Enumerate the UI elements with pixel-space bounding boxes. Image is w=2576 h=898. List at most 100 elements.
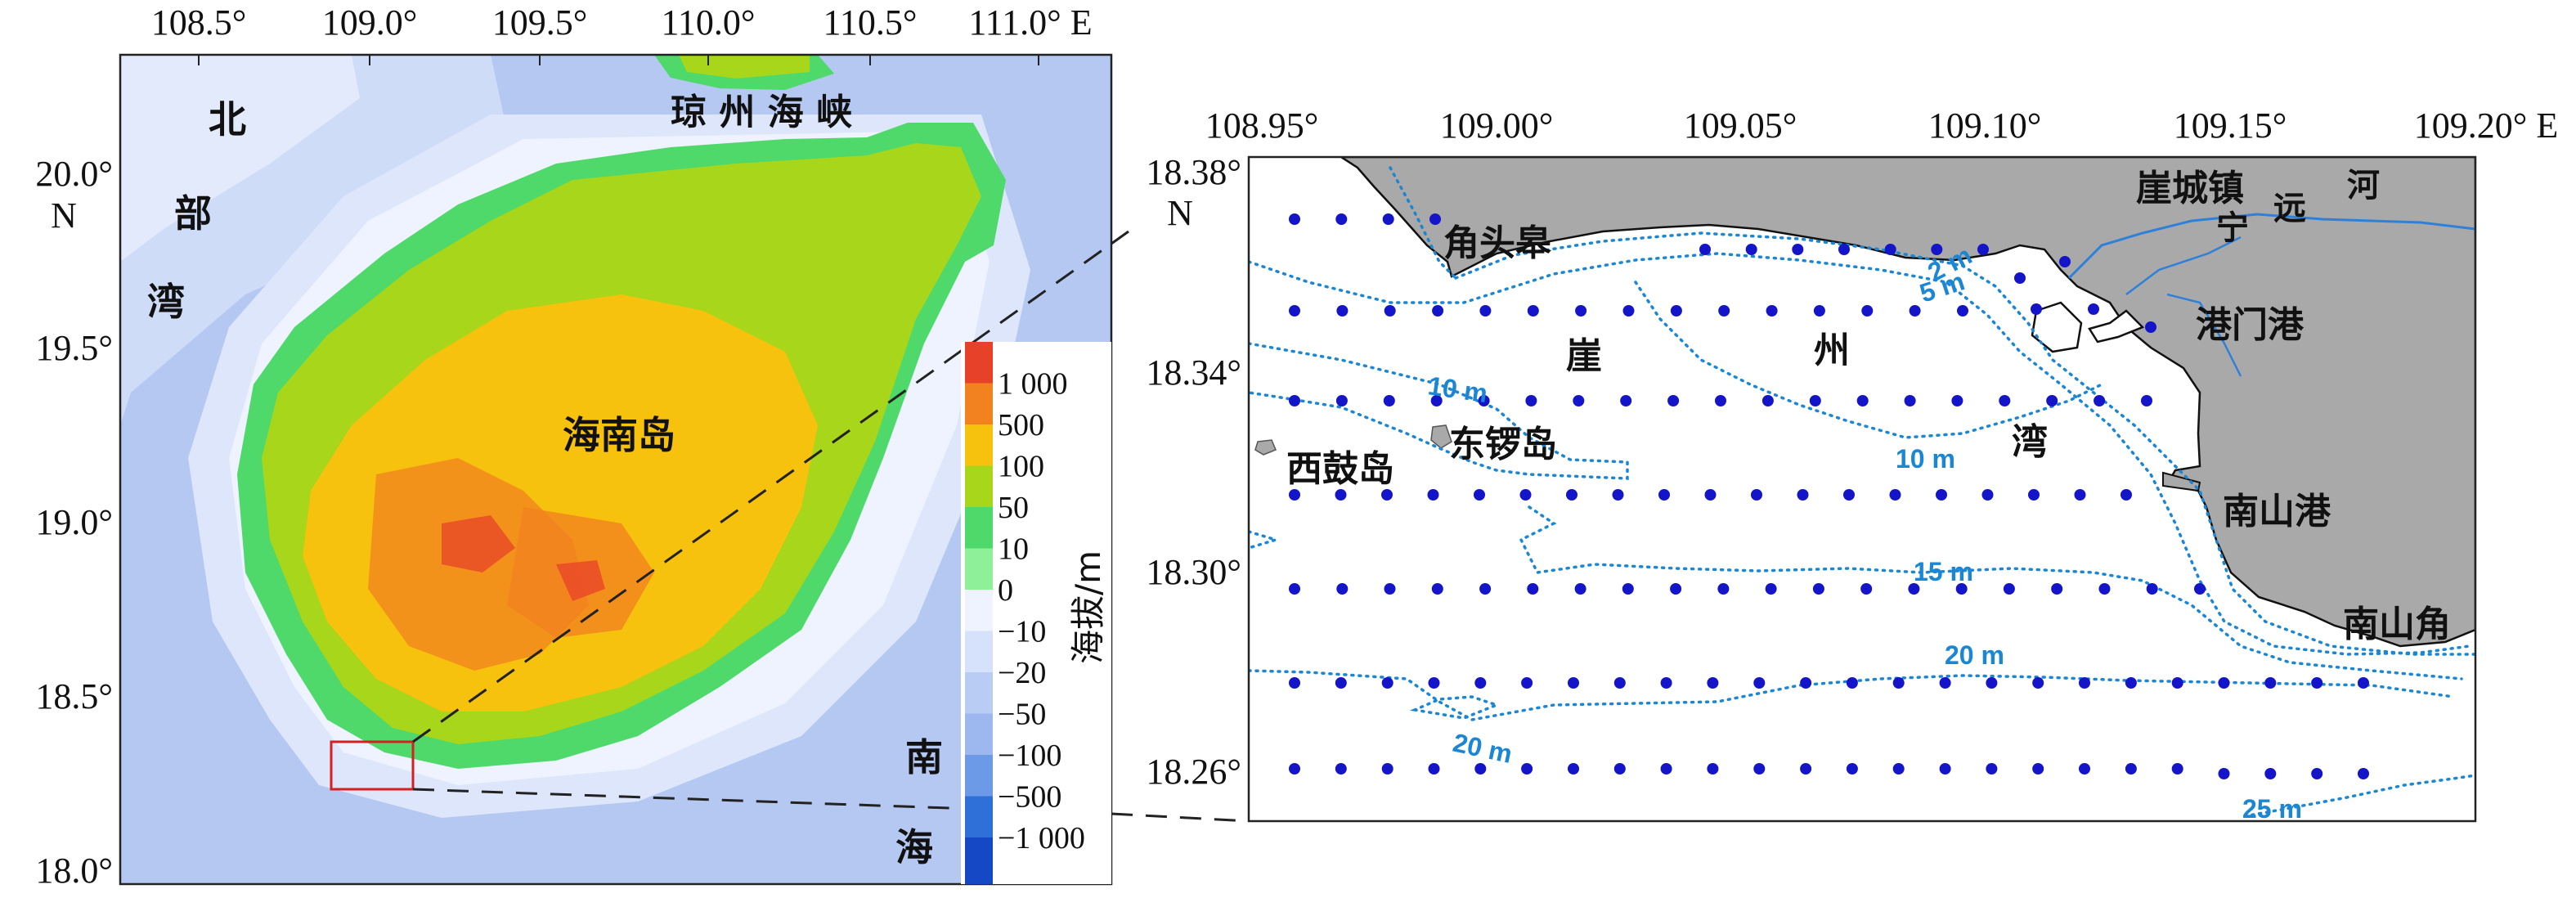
- lat-tick: 18.38°: [1146, 152, 1241, 192]
- label-zhou: 州: [1814, 330, 1850, 371]
- station-point: [2051, 583, 2063, 595]
- station-point: [2194, 583, 2206, 595]
- station-point: [1884, 244, 1896, 255]
- detail-map: 角头皋 崖城镇 宁 远 河 港门港 崖 州 湾 西鼓岛 东锣岛 南山港 南山角 …: [1247, 155, 2477, 824]
- station-point: [1289, 677, 1300, 689]
- lon-tick: 109.0°: [322, 2, 418, 43]
- station-point: [2264, 768, 2277, 779]
- label-xigudao: 西鼓岛: [1286, 448, 1394, 490]
- station-point: [1955, 583, 1968, 595]
- lon-tick: 108.95°: [1205, 106, 1319, 146]
- station-point: [2014, 272, 2026, 284]
- station-point: [2141, 395, 2152, 406]
- station-point: [2059, 256, 2071, 267]
- station-point: [2171, 763, 2183, 775]
- legend-label: 50: [998, 491, 1029, 525]
- station-point: [1289, 763, 1300, 775]
- harbour-inlet: [2088, 309, 2145, 343]
- station-point: [1612, 489, 1624, 501]
- contour-10m-west: [1249, 342, 1629, 480]
- station-point: [1568, 677, 1579, 689]
- contour-5m: [1249, 252, 2471, 656]
- legend-label: 500: [998, 408, 1044, 442]
- station-point: [1986, 763, 1998, 775]
- station-point: [2218, 768, 2230, 779]
- station-point: [1707, 677, 1719, 689]
- lat-tick: 18.34°: [1146, 352, 1241, 393]
- station-point: [1753, 763, 1766, 775]
- ningyuan-river: [2067, 213, 2475, 280]
- station-point: [1478, 395, 1490, 406]
- station-point: [2146, 583, 2158, 595]
- station-point: [1335, 677, 1347, 689]
- label-ganmengang: 港门港: [2196, 304, 2304, 346]
- station-point: [1384, 583, 1396, 595]
- station-point: [1939, 763, 1951, 775]
- contour-15m: [1519, 505, 2463, 680]
- contour-20m-patch: [1409, 695, 1501, 720]
- station-point: [2003, 583, 2015, 595]
- contour-20m: [1249, 669, 2455, 721]
- label-dongluodao: 东锣岛: [1449, 424, 1557, 465]
- station-point: [1429, 213, 1441, 225]
- label-wan: 湾: [2012, 421, 2048, 463]
- legend-swatch: [965, 796, 993, 838]
- station-point: [1521, 677, 1533, 689]
- label-river-yuan: 远: [2273, 190, 2306, 227]
- station-point: [1660, 677, 1672, 689]
- station-point: [1715, 395, 1726, 406]
- station-point: [1939, 677, 1951, 689]
- station-point: [1335, 763, 1347, 775]
- station-point: [1381, 677, 1393, 689]
- coastal-water-gulf: [120, 55, 360, 262]
- lon-tick: 108.5°: [151, 2, 247, 43]
- station-point: [1813, 305, 1825, 317]
- station-point: [1289, 395, 1300, 406]
- label-hainan-island: 海南岛: [563, 413, 675, 457]
- river-branch: [2125, 236, 2242, 295]
- lon-tick: 111.0° E: [968, 2, 1092, 43]
- legend-swatch: [965, 631, 993, 673]
- station-point: [1427, 489, 1439, 501]
- station-point: [1957, 305, 1968, 317]
- station-point: [2145, 321, 2156, 333]
- station-point: [2125, 677, 2137, 689]
- lon-tick: 110.0°: [662, 2, 756, 43]
- station-point: [1766, 305, 1778, 317]
- station-point: [1797, 489, 1809, 501]
- station-point: [1382, 213, 1394, 225]
- label-nanhai-1: 南: [905, 735, 943, 779]
- station-point: [2028, 489, 2040, 501]
- station-point: [2079, 763, 2090, 775]
- lat-tick: 19.5°: [35, 328, 113, 368]
- legend-label: 0: [998, 573, 1013, 608]
- station-point: [1670, 583, 1682, 595]
- station-point: [1289, 213, 1300, 225]
- legend-label: −100: [998, 739, 1061, 773]
- lon-tick: 109.20° E: [2414, 106, 2558, 146]
- label-beibu-2: 部: [174, 191, 212, 236]
- lon-tick: 110.5°: [824, 2, 918, 43]
- station-point: [1622, 583, 1634, 595]
- station-point: [1846, 763, 1858, 775]
- station-point: [1745, 244, 1757, 255]
- legend-swatch: [965, 755, 993, 797]
- station-point: [1753, 677, 1766, 689]
- station-point: [1527, 583, 1539, 595]
- legend-label: 10: [998, 532, 1029, 567]
- station-point: [2311, 768, 2323, 779]
- station-point: [1707, 763, 1719, 775]
- lon-tick: 109.15°: [2174, 106, 2287, 146]
- overview-lat-axis: 20.0° N 19.5° 19.0° 18.5° 18.0°: [35, 154, 113, 891]
- zoom-line-connector: [1111, 230, 1129, 245]
- station-point: [2171, 677, 2183, 689]
- contour-2m: [1454, 231, 2475, 656]
- station-point: [1860, 583, 1873, 595]
- station-point: [1670, 305, 1682, 317]
- station-point: [1699, 244, 1711, 255]
- label-river-he: 河: [2347, 167, 2380, 204]
- station-point: [1809, 395, 1821, 406]
- station-point: [1479, 583, 1492, 595]
- station-point: [1335, 489, 1347, 501]
